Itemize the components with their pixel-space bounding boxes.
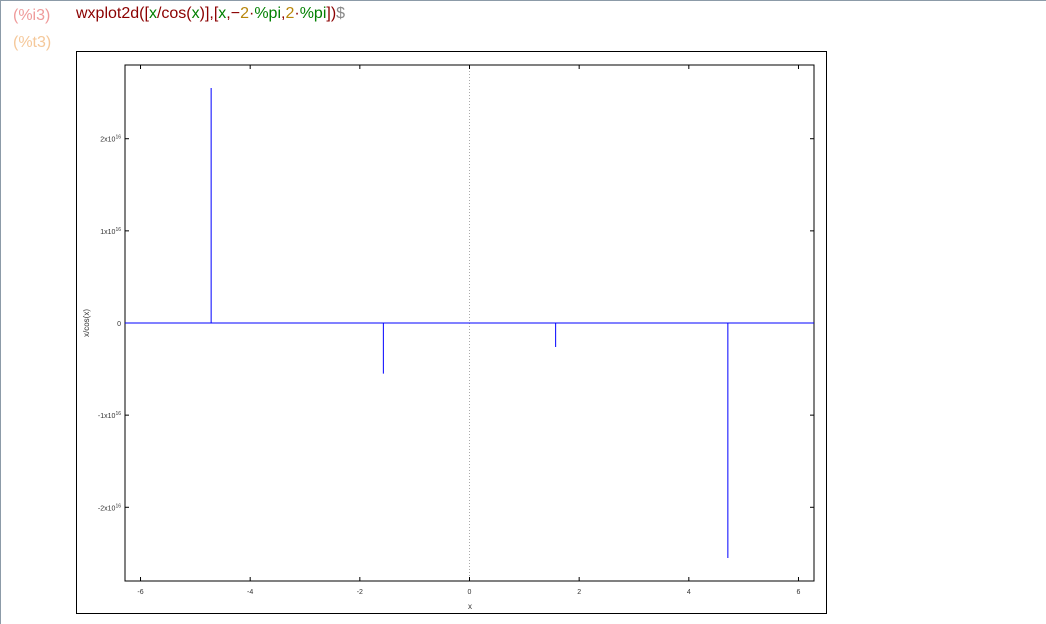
y-tick-mantissa: 0 bbox=[117, 321, 121, 328]
cell-top-border bbox=[0, 0, 1046, 1]
y-tick-mantissa: -2x10 bbox=[98, 505, 116, 512]
command-token: $ bbox=[336, 5, 346, 22]
command-token: x bbox=[148, 5, 157, 22]
y-tick-mantissa: 1x10 bbox=[100, 229, 115, 236]
command-token: · bbox=[249, 5, 255, 22]
command-token: · bbox=[294, 5, 300, 22]
command-token: 2 bbox=[285, 5, 295, 22]
y-tick-mantissa: 2x10 bbox=[100, 137, 115, 144]
y-tick-exponent: 16 bbox=[115, 227, 121, 233]
x-tick-label: 0 bbox=[468, 589, 472, 596]
x-tick-label: -2 bbox=[357, 589, 363, 596]
x-tick-label: -6 bbox=[137, 589, 143, 596]
command-token: %pi bbox=[299, 5, 327, 22]
command-token: [ bbox=[144, 5, 149, 22]
plot-image[interactable]: -6 -4 -2 0 2 4 6 2x1016 1x1016 0 -1x1016 -2x1016 x… bbox=[76, 51, 827, 614]
x-tick-label: -4 bbox=[247, 589, 253, 596]
y-tick-label: -2x1016 bbox=[98, 503, 121, 512]
x-tick-label: 4 bbox=[687, 589, 691, 596]
series-line bbox=[125, 88, 814, 558]
x-tick-label: 6 bbox=[797, 589, 801, 596]
x-ticks-group: -6 -4 -2 0 2 4 6 bbox=[137, 65, 801, 596]
command-token: , bbox=[281, 5, 286, 22]
y-tick-exponent: 16 bbox=[115, 135, 121, 141]
command-token: %pi bbox=[254, 5, 282, 22]
series-group bbox=[125, 88, 814, 558]
x-tick-label: 2 bbox=[577, 589, 581, 596]
command-token: 2 bbox=[240, 5, 249, 22]
y-tick-mantissa: -1x10 bbox=[98, 413, 116, 420]
y-tick-exponent: 16 bbox=[115, 503, 121, 509]
y-tick-exponent: 16 bbox=[115, 411, 121, 417]
command-token: x bbox=[218, 5, 227, 22]
command-token: cos( bbox=[161, 5, 192, 22]
command-token: ]) bbox=[326, 5, 337, 22]
input-prompt-label[interactable]: (%i3) bbox=[13, 7, 51, 24]
y-tick-label: 2x1016 bbox=[100, 135, 121, 144]
y-tick-label: -1x1016 bbox=[98, 411, 121, 420]
command-token: x bbox=[191, 5, 200, 22]
command-token: ,− bbox=[226, 5, 241, 22]
y-axis-label: x/cos(x) bbox=[82, 309, 91, 337]
x-axis-label: x bbox=[468, 602, 472, 611]
command-token: / bbox=[156, 5, 162, 22]
command-token: wxplot2d( bbox=[76, 5, 145, 22]
output-prompt-label[interactable]: (%t3) bbox=[13, 34, 52, 51]
y-tick-label: 1x1016 bbox=[100, 227, 121, 236]
cell-left-border bbox=[0, 0, 1, 624]
y-tick-label: 0 bbox=[117, 321, 121, 328]
command-input[interactable]: wxplot2d([x/cos(x)],[x,−2·%pi,2·%pi])$ bbox=[76, 5, 345, 23]
command-token: )],[ bbox=[199, 5, 219, 22]
